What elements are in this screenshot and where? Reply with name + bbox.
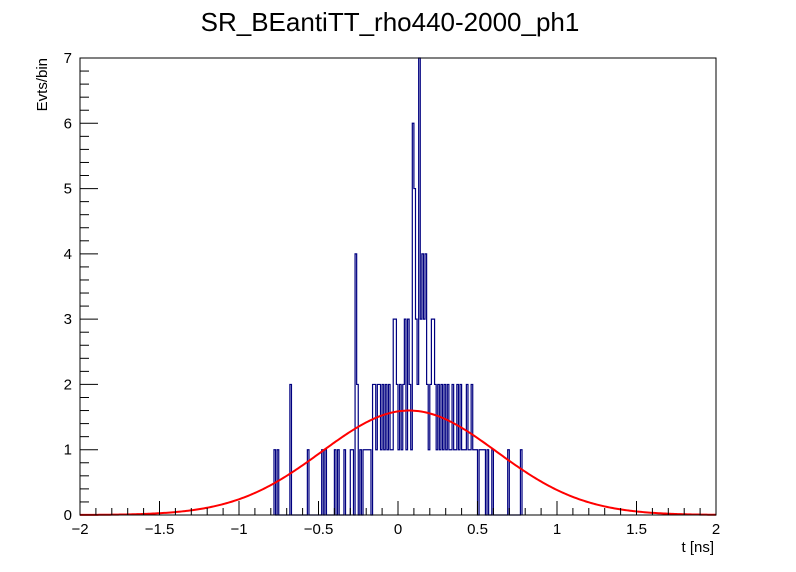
y-tick-label: 5 [64,181,72,198]
y-axis-label: Evts/bin [34,58,51,111]
y-tick-label: 6 [64,115,72,132]
y-tick-label: 1 [64,442,72,459]
x-tick-label: 0.5 [467,521,488,538]
axis-layer: −2 −1.5 −1 −0.5 0 0.5 1 1.5 2 0 1 2 3 4 5 6 7 [64,50,721,538]
x-axis-label: t [ns] [681,539,714,556]
x-tick-label: −0.5 [304,521,334,538]
y-tick-label: 2 [64,376,72,393]
x-tick-label: 0 [394,521,402,538]
x-tick-label: 1 [553,521,561,538]
x-tick-label: −2 [71,521,88,538]
fit-curve [80,409,717,516]
x-tick-label: 2 [712,521,720,538]
x-tick-label: −1 [230,521,247,538]
y-tick-label: 7 [64,50,72,67]
x-tick-label: 1.5 [626,521,647,538]
chart-title: SR_BEantiTT_rho440-2000_ph1 [201,7,580,37]
y-tick-label: 0 [64,507,72,524]
x-tick-label: −1.5 [145,521,175,538]
plot-frame [79,57,717,516]
y-tick-label: 3 [64,311,72,328]
y-tick-label: 4 [64,246,72,263]
